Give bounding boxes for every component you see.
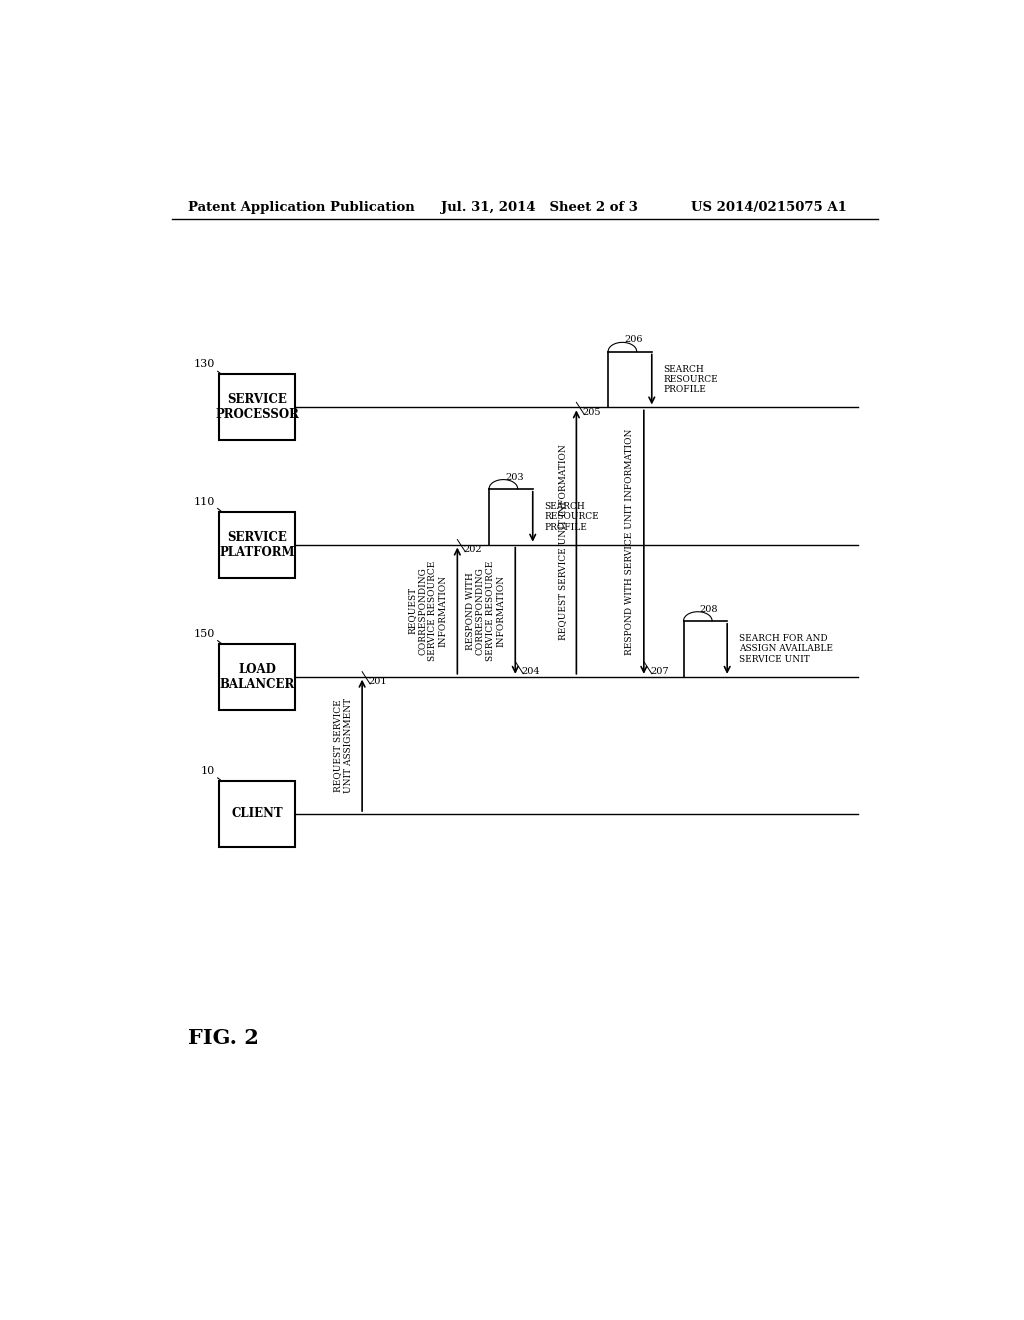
Text: 10: 10 bbox=[201, 766, 215, 776]
Text: REQUEST SERVICE
UNIT ASSIGNMENT: REQUEST SERVICE UNIT ASSIGNMENT bbox=[333, 698, 352, 793]
Text: REQUEST
CORRESPONDING
SERVICE RESOURCE
INFORMATION: REQUEST CORRESPONDING SERVICE RESOURCE I… bbox=[408, 561, 447, 661]
Text: SEARCH
RESOURCE
PROFILE: SEARCH RESOURCE PROFILE bbox=[545, 502, 599, 532]
Text: US 2014/0215075 A1: US 2014/0215075 A1 bbox=[691, 201, 847, 214]
Text: SEARCH
RESOURCE
PROFILE: SEARCH RESOURCE PROFILE bbox=[664, 364, 719, 395]
Text: 130: 130 bbox=[194, 359, 215, 370]
Text: 203: 203 bbox=[505, 473, 523, 482]
Text: 202: 202 bbox=[464, 545, 482, 554]
Text: 204: 204 bbox=[521, 667, 541, 676]
Bar bbox=[219, 781, 295, 847]
Text: 150: 150 bbox=[194, 628, 215, 639]
Text: SERVICE
PLATFORM: SERVICE PLATFORM bbox=[219, 531, 295, 558]
Text: Patent Application Publication: Patent Application Publication bbox=[187, 201, 415, 214]
Text: REQUEST SERVICE UNIT INFORMATION: REQUEST SERVICE UNIT INFORMATION bbox=[558, 445, 567, 640]
Bar bbox=[219, 644, 295, 710]
Bar bbox=[219, 512, 295, 578]
Text: LOAD
BALANCER: LOAD BALANCER bbox=[219, 663, 295, 690]
Text: 207: 207 bbox=[650, 667, 669, 676]
Text: 206: 206 bbox=[624, 335, 642, 345]
Text: FIG. 2: FIG. 2 bbox=[187, 1027, 258, 1048]
Text: 208: 208 bbox=[699, 605, 718, 614]
Text: 201: 201 bbox=[369, 677, 387, 686]
Text: CLIENT: CLIENT bbox=[231, 808, 283, 821]
Text: Jul. 31, 2014   Sheet 2 of 3: Jul. 31, 2014 Sheet 2 of 3 bbox=[441, 201, 638, 214]
Text: RESPOND WITH SERVICE UNIT INFORMATION: RESPOND WITH SERVICE UNIT INFORMATION bbox=[626, 429, 634, 655]
Bar bbox=[219, 375, 295, 441]
Text: SERVICE
PROCESSOR: SERVICE PROCESSOR bbox=[215, 393, 299, 421]
Text: 205: 205 bbox=[583, 408, 601, 417]
Text: SEARCH FOR AND
ASSIGN AVAILABLE
SERVICE UNIT: SEARCH FOR AND ASSIGN AVAILABLE SERVICE … bbox=[739, 634, 834, 664]
Text: RESPOND WITH
CORRESPONDING
SERVICE RESOURCE
INFORMATION: RESPOND WITH CORRESPONDING SERVICE RESOU… bbox=[466, 561, 506, 661]
Text: 110: 110 bbox=[194, 496, 215, 507]
